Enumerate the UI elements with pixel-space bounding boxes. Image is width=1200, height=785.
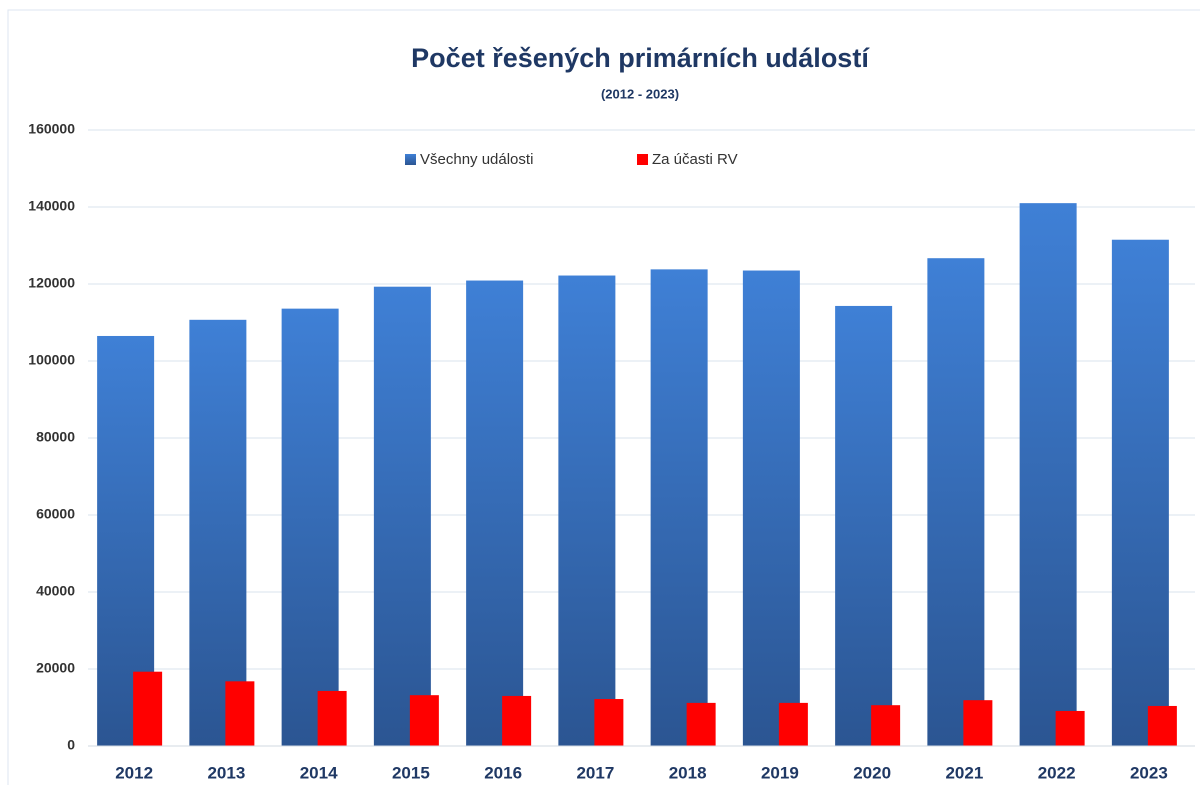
bar: [466, 280, 524, 746]
x-tick-label: 2019: [761, 763, 799, 782]
bar: [1147, 705, 1177, 746]
y-tick-label: 120000: [28, 275, 75, 291]
y-tick-label: 20000: [36, 660, 75, 676]
y-tick-label: 160000: [28, 121, 75, 137]
legend-label: Za účasti RV: [652, 151, 738, 168]
x-tick-label: 2014: [300, 763, 338, 782]
bar: [686, 702, 716, 746]
bar: [1055, 710, 1085, 746]
x-tick-label: 2013: [207, 763, 245, 782]
bar: [778, 702, 808, 746]
x-tick-label: 2018: [669, 763, 707, 782]
legend-label: Všechny události: [420, 151, 533, 168]
bar: [317, 690, 347, 746]
x-tick-label: 2017: [576, 763, 614, 782]
bar: [1019, 203, 1077, 746]
y-tick-label: 100000: [28, 352, 75, 368]
bar: [189, 319, 247, 746]
bar: [281, 308, 339, 746]
y-tick-label: 60000: [36, 506, 75, 522]
y-tick-label: 80000: [36, 429, 75, 445]
x-tick-label: 2022: [1038, 763, 1076, 782]
bar: [373, 286, 431, 746]
legend-swatch: [405, 154, 416, 165]
bar: [225, 681, 255, 746]
y-tick-label: 140000: [28, 198, 75, 214]
x-tick-label: 2021: [945, 763, 983, 782]
x-tick-label: 2023: [1130, 763, 1168, 782]
frame: [7, 9, 1200, 785]
bar: [133, 671, 163, 746]
bar: [835, 305, 893, 746]
bar: [871, 705, 901, 746]
bar: [558, 275, 616, 746]
bar: [742, 270, 800, 746]
bar: [594, 699, 624, 746]
y-tick-label: 0: [67, 737, 75, 753]
x-tick-label: 2016: [484, 763, 522, 782]
x-tick-label: 2015: [392, 763, 430, 782]
bar: [502, 695, 532, 746]
bar: [963, 700, 993, 746]
chart-title: Počet řešených primárních událostí: [411, 43, 870, 73]
bar: [927, 258, 985, 746]
chart-subtitle: (2012 - 2023): [601, 86, 679, 101]
y-tick-label: 40000: [36, 583, 75, 599]
bar: [1111, 239, 1169, 746]
bar: [650, 269, 708, 746]
x-tick-label: 2012: [115, 763, 153, 782]
bar: [409, 695, 439, 746]
legend-swatch: [637, 154, 648, 165]
x-tick-label: 2020: [853, 763, 891, 782]
